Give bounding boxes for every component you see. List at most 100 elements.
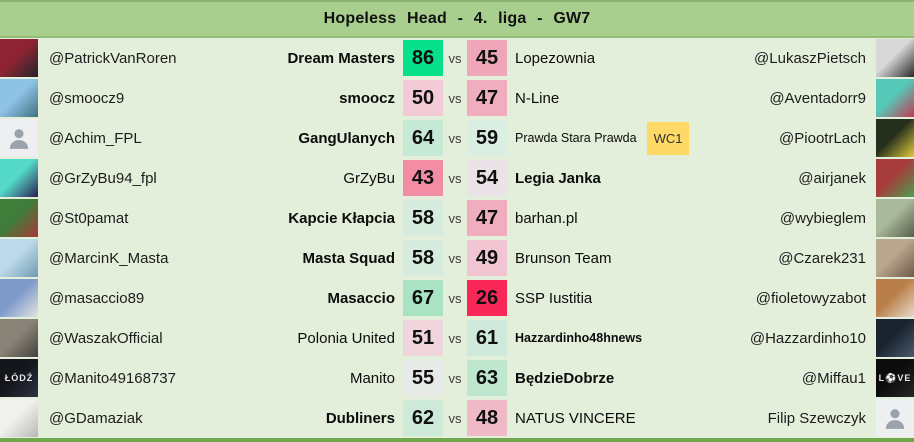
left-team-name: GangUlanych: [298, 129, 395, 147]
hazzardinho10-avatar: [876, 319, 914, 357]
left-score: 58: [403, 200, 443, 236]
left-score: 62: [403, 400, 443, 436]
masaccio89-avatar: [0, 279, 38, 317]
filip-szewczyk-avatar: [876, 399, 914, 437]
right-handle: @PiootrLach: [779, 129, 866, 147]
vs-label: vs: [448, 170, 462, 186]
left-handle: @PatrickVanRoren: [49, 49, 177, 67]
right-team-name: Lopezownia: [515, 49, 596, 67]
left-team-name: Masta Squad: [302, 249, 395, 267]
right-team-name: Hazzardinho48hnews: [515, 331, 643, 345]
marcink-masta-avatar: [0, 239, 38, 277]
wybieglem-avatar: [876, 199, 914, 237]
left-score: 67: [403, 280, 443, 316]
right-team-cell: NATUS VINCERE: [507, 410, 722, 427]
right-handle: @airjanek: [798, 169, 866, 187]
right-handle: @Hazzardinho10: [749, 329, 866, 347]
left-team-name: GrZyBu: [343, 169, 395, 187]
right-team-name: N-Line: [515, 89, 560, 107]
right-score: 49: [467, 240, 507, 276]
vs-label: vs: [448, 210, 462, 226]
right-score: 26: [467, 280, 507, 316]
left-handle: @St0pamat: [49, 209, 129, 227]
bottom-border-strip: [0, 438, 914, 442]
left-score: 50: [403, 80, 443, 116]
fioletowyzabot-avatar: [876, 279, 914, 317]
right-team-name: BędzieDobrze: [515, 369, 615, 387]
left-handle: @masaccio89: [49, 289, 145, 307]
right-team-name: SSP Iustitia: [515, 289, 593, 307]
right-team-name: Legia Janka: [515, 169, 601, 187]
vs-label: vs: [448, 250, 462, 266]
vs-label: vs: [448, 130, 462, 146]
right-team-cell: SSP Iustitia: [507, 290, 722, 307]
airjanek-avatar: [876, 159, 914, 197]
right-team-cell: barhan.pl: [507, 210, 722, 227]
match-row: @GDamaziak Dubliners 62 vs 48 NATUS VINC…: [0, 398, 914, 438]
right-team-cell: BędzieDobrze: [507, 370, 722, 387]
right-team-cell: Legia Janka: [507, 170, 722, 187]
vs-label: vs: [448, 330, 462, 346]
right-handle: @fioletowyzabot: [755, 289, 866, 307]
right-handle: @wybieglem: [779, 209, 866, 227]
aventadorr9-avatar: [876, 79, 914, 117]
right-team-name: barhan.pl: [515, 209, 578, 227]
match-row: @St0pamat Kapcie Kłapcia 58 vs 47 barhan…: [0, 198, 914, 238]
vs-label: vs: [448, 90, 462, 106]
achim-fpl-avatar: [0, 119, 38, 157]
match-row: @Achim_FPL GangUlanych 64 vs 59 Prawda S…: [0, 118, 914, 158]
match-row: ŁÓDŹ @Manito49168737 Manito 55 vs 63 Będ…: [0, 358, 914, 398]
vs-label: vs: [448, 290, 462, 306]
left-handle: @GDamaziak: [49, 409, 143, 427]
match-row: @GrZyBu94_fpl GrZyBu 43 vs 54 Legia Jank…: [0, 158, 914, 198]
right-handle: @Czarek231: [778, 249, 866, 267]
left-team-name: smoocz: [339, 89, 395, 107]
left-score: 58: [403, 240, 443, 276]
right-handle: @Miffau1: [801, 369, 866, 387]
right-handle: Filip Szewczyk: [767, 409, 866, 427]
right-team-cell: Lopezownia: [507, 50, 722, 67]
left-score: 55: [403, 360, 443, 396]
right-team-name: Prawda Stara Prawda: [515, 131, 637, 145]
right-team-cell: Brunson Team: [507, 250, 722, 267]
right-team-name: Brunson Team: [515, 249, 612, 267]
left-handle: @smoocz9: [49, 89, 125, 107]
match-row: @MarcinK_Masta Masta Squad 58 vs 49 Brun…: [0, 238, 914, 278]
piootrlach-avatar: [876, 119, 914, 157]
right-score: 47: [467, 200, 507, 236]
st0pamat-avatar: [0, 199, 38, 237]
czarek231-avatar: [876, 239, 914, 277]
right-avatar-text: L⚽VE: [878, 372, 912, 383]
left-handle: @Achim_FPL: [49, 129, 142, 147]
right-team-cell: N-Line: [507, 90, 722, 107]
vs-label: vs: [448, 410, 462, 426]
left-avatar-text: ŁÓDŹ: [4, 373, 34, 383]
league-title: Hopeless Head - 4. liga - GW7: [323, 10, 591, 27]
manito49168737-avatar: ŁÓDŹ: [0, 359, 38, 397]
right-score: 54: [467, 160, 507, 196]
left-team-name: Kapcie Kłapcia: [288, 209, 395, 227]
right-handle: @Aventadorr9: [769, 89, 866, 107]
left-score: 86: [403, 40, 443, 76]
patrickvanroren-avatar: [0, 39, 38, 77]
right-score: 47: [467, 80, 507, 116]
match-row: @PatrickVanRoren Dream Masters 86 vs 45 …: [0, 38, 914, 78]
gdamaziak-avatar: [0, 399, 38, 437]
left-team-name: Manito: [349, 369, 395, 387]
right-score: 45: [467, 40, 507, 76]
person-silhouette-icon: [9, 129, 29, 149]
vs-label: vs: [448, 50, 462, 66]
right-score: 63: [467, 360, 507, 396]
right-team-cell: Prawda Stara Prawda WC1: [507, 121, 722, 155]
left-handle: @WaszakOfficial: [49, 329, 163, 347]
lukaszpietsch-avatar: [876, 39, 914, 77]
right-score: 48: [467, 400, 507, 436]
grzybu94-avatar: [0, 159, 38, 197]
left-team-name: Dream Masters: [287, 49, 395, 67]
right-score: 61: [467, 320, 507, 356]
left-score: 64: [403, 120, 443, 156]
smoocz9-avatar: [0, 79, 38, 117]
match-row: @smoocz9 smoocz 50 vs 47 N-Line @Aventad…: [0, 78, 914, 118]
left-score: 51: [403, 320, 443, 356]
